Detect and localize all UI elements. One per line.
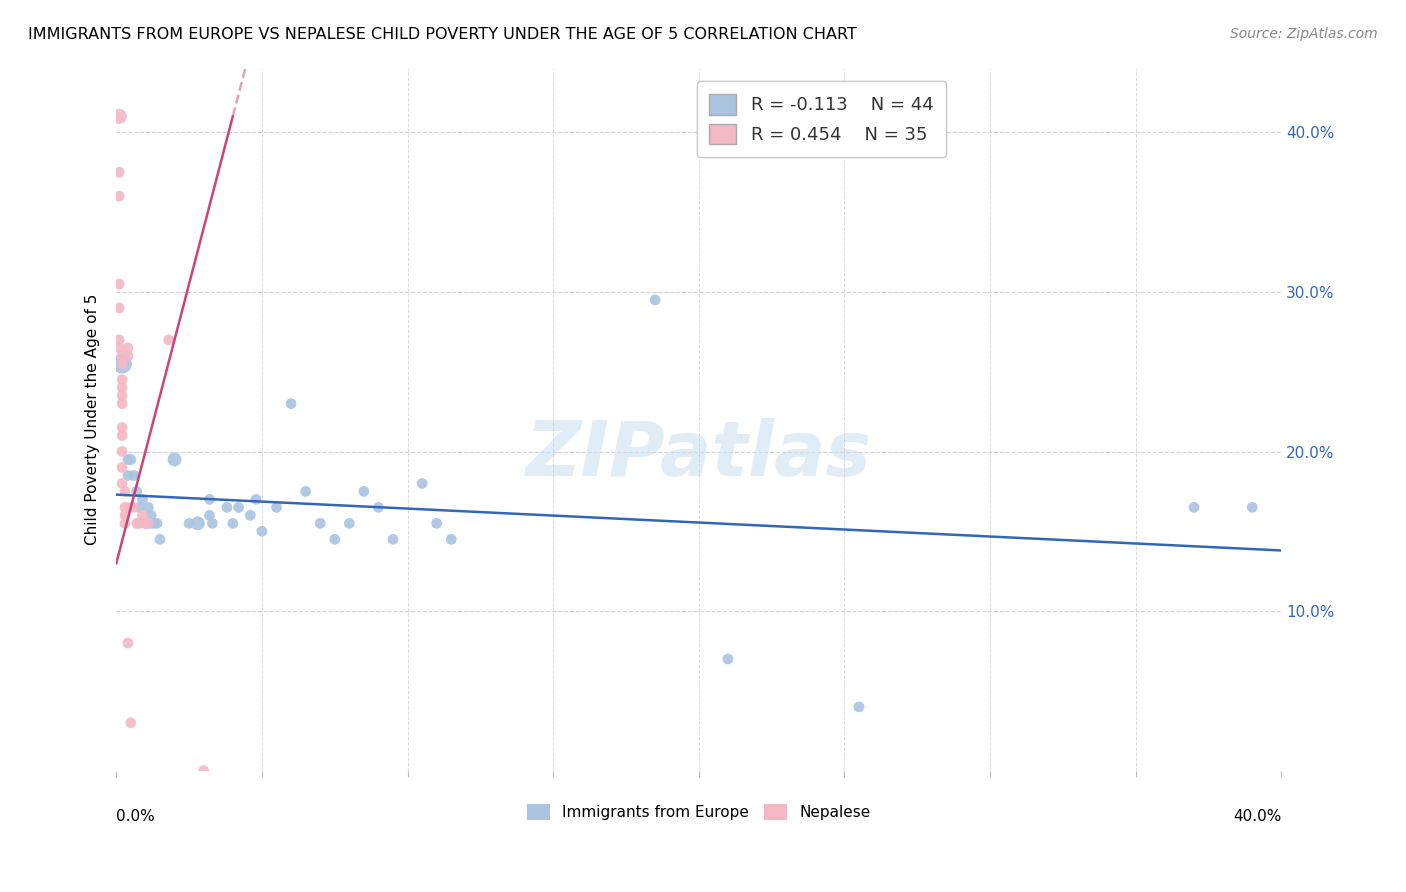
- Point: [245, 492, 267, 507]
- Point: [117, 452, 139, 467]
- Point: [111, 357, 134, 371]
- Point: [1241, 500, 1264, 515]
- Point: [128, 516, 150, 531]
- Point: [644, 293, 666, 307]
- Point: [111, 389, 134, 403]
- Point: [136, 500, 159, 515]
- Point: [120, 715, 142, 730]
- Point: [141, 508, 163, 523]
- Point: [426, 516, 449, 531]
- Point: [111, 357, 134, 371]
- Point: [201, 516, 224, 531]
- Text: 0.0%: 0.0%: [117, 809, 155, 824]
- Point: [228, 500, 250, 515]
- Point: [198, 508, 221, 523]
- Text: Source: ZipAtlas.com: Source: ZipAtlas.com: [1230, 27, 1378, 41]
- Point: [108, 341, 131, 355]
- Point: [114, 500, 136, 515]
- Point: [382, 533, 405, 547]
- Point: [157, 333, 180, 347]
- Y-axis label: Child Poverty Under the Age of 5: Child Poverty Under the Age of 5: [86, 294, 100, 545]
- Point: [114, 484, 136, 499]
- Point: [848, 699, 870, 714]
- Text: 40.0%: 40.0%: [1233, 809, 1281, 824]
- Point: [108, 109, 131, 123]
- Point: [111, 420, 134, 434]
- Point: [131, 492, 153, 507]
- Point: [294, 484, 316, 499]
- Point: [250, 524, 273, 539]
- Point: [177, 516, 200, 531]
- Point: [111, 444, 134, 458]
- Point: [108, 165, 131, 179]
- Point: [111, 349, 134, 363]
- Point: [120, 500, 142, 515]
- Point: [717, 652, 740, 666]
- Point: [111, 460, 134, 475]
- Point: [411, 476, 433, 491]
- Point: [122, 468, 145, 483]
- Point: [337, 516, 360, 531]
- Point: [117, 341, 139, 355]
- Point: [122, 500, 145, 515]
- Point: [163, 452, 186, 467]
- Point: [111, 476, 134, 491]
- Point: [198, 492, 221, 507]
- Point: [367, 500, 389, 515]
- Point: [193, 764, 215, 778]
- Legend: R = -0.113    N = 44, R = 0.454    N = 35: R = -0.113 N = 44, R = 0.454 N = 35: [696, 81, 946, 157]
- Point: [120, 452, 142, 467]
- Point: [323, 533, 346, 547]
- Point: [125, 516, 148, 531]
- Point: [108, 333, 131, 347]
- Point: [187, 516, 209, 531]
- Point: [114, 516, 136, 531]
- Point: [1182, 500, 1205, 515]
- Point: [353, 484, 375, 499]
- Point: [440, 533, 463, 547]
- Point: [108, 277, 131, 291]
- Point: [111, 373, 134, 387]
- Point: [143, 516, 166, 531]
- Point: [108, 189, 131, 203]
- Point: [128, 500, 150, 515]
- Text: IMMIGRANTS FROM EUROPE VS NEPALESE CHILD POVERTY UNDER THE AGE OF 5 CORRELATION : IMMIGRANTS FROM EUROPE VS NEPALESE CHILD…: [28, 27, 858, 42]
- Point: [239, 508, 262, 523]
- Point: [117, 468, 139, 483]
- Point: [131, 508, 153, 523]
- Point: [146, 516, 169, 531]
- Point: [309, 516, 332, 531]
- Point: [141, 516, 163, 531]
- Point: [114, 508, 136, 523]
- Point: [108, 301, 131, 315]
- Point: [280, 397, 302, 411]
- Point: [149, 533, 172, 547]
- Point: [111, 381, 134, 395]
- Point: [117, 636, 139, 650]
- Point: [125, 484, 148, 499]
- Point: [111, 397, 134, 411]
- Point: [266, 500, 288, 515]
- Point: [134, 516, 156, 531]
- Text: ZIPatlas: ZIPatlas: [526, 417, 872, 491]
- Point: [111, 428, 134, 442]
- Point: [117, 349, 139, 363]
- Point: [136, 516, 159, 531]
- Point: [215, 500, 238, 515]
- Point: [134, 516, 156, 531]
- Point: [222, 516, 245, 531]
